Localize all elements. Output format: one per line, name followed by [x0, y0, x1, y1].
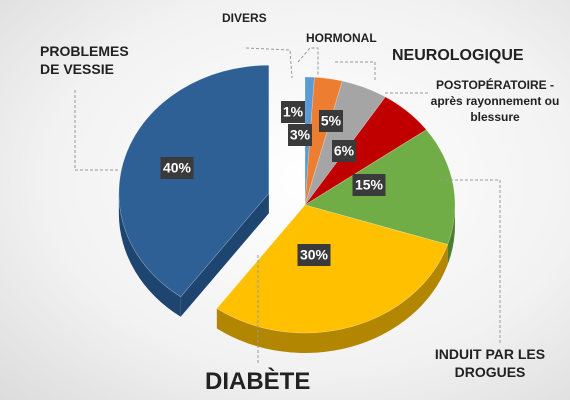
slice-side	[118, 193, 181, 317]
leader-line	[297, 47, 319, 75]
category-label: DIABÈTE	[205, 368, 311, 395]
category-label: DIVERS	[222, 11, 267, 25]
category-label: INDUIT PAR LES DROGUES	[434, 346, 546, 380]
slice	[118, 64, 270, 298]
value-label: 15%	[355, 177, 384, 193]
slice	[304, 76, 343, 206]
value-label-box	[319, 110, 343, 132]
slice	[304, 96, 427, 206]
value-label-box	[332, 140, 356, 162]
value-label: 40%	[163, 160, 192, 176]
value-label-box	[160, 157, 194, 179]
value-label: 5%	[321, 113, 342, 129]
slice-side	[447, 205, 455, 265]
slice-side	[216, 244, 448, 353]
category-label: POSTOPÉRATOIRE - après rayonnement ou bl…	[430, 78, 560, 124]
category-label: PROBLEMES DE VESSIE	[40, 43, 129, 77]
value-label: 3%	[290, 127, 311, 143]
value-label: 6%	[334, 143, 355, 159]
leader-line	[440, 179, 501, 345]
slice	[216, 204, 449, 334]
value-label-box	[288, 124, 312, 146]
value-label-box	[281, 101, 305, 123]
leader-line	[74, 90, 120, 171]
slice-face	[180, 193, 269, 317]
leader-line	[335, 61, 376, 80]
category-label: HORMONAL	[306, 31, 377, 45]
value-label-box	[352, 174, 386, 196]
value-label: 30%	[300, 247, 329, 263]
value-label: 1%	[283, 104, 304, 120]
value-label-box	[297, 244, 331, 266]
leader-line	[245, 47, 293, 79]
category-label: NEUROLOGIQUE	[392, 47, 524, 64]
